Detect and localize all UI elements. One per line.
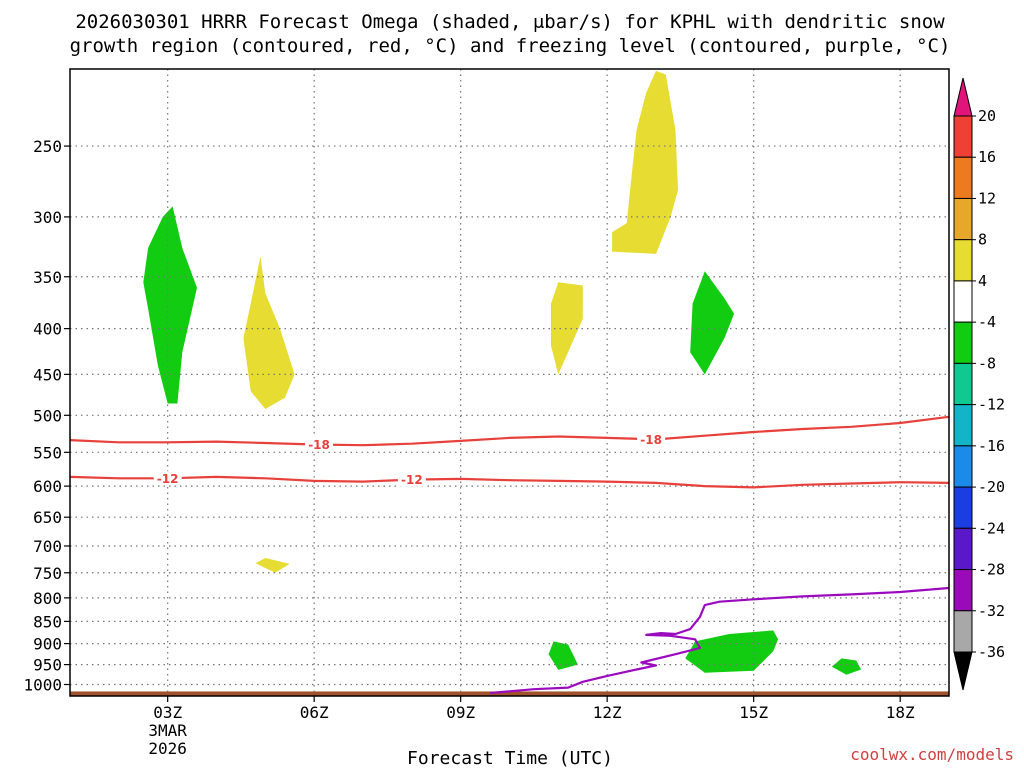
x-tick-label: 03Z <box>153 703 182 722</box>
colorbar-label: 12 <box>978 189 996 207</box>
y-tick-label: 500 <box>33 406 62 425</box>
omega-region-2 <box>255 558 290 573</box>
y-tick-label: 900 <box>33 635 62 654</box>
colorbar-bin-11 <box>953 527 973 571</box>
y-tick-label: 800 <box>33 589 62 608</box>
y-tick-label: 950 <box>33 656 62 675</box>
colorbar-bin-2 <box>953 156 973 199</box>
contour-label-bg <box>153 471 182 486</box>
omega-region-3 <box>551 282 583 375</box>
colorbar-bin-6 <box>953 321 973 364</box>
contour-temperature-0 <box>70 415 949 447</box>
x-tick-label: 18Z <box>886 703 915 722</box>
contour-label: -18 <box>308 438 330 452</box>
plot-frame <box>69 68 950 697</box>
colorbar-label: -36 <box>978 643 1005 661</box>
colorbar-bin-12 <box>953 569 973 612</box>
colorbar-bin-8 <box>953 404 973 447</box>
omega-region-7 <box>685 630 779 673</box>
x-axis-label: Forecast Time (UTC) <box>407 748 613 768</box>
colorbar-legend: 20 16 12 8 4 -4 -8 -12 -16 -20 -24 -28 -32 -36 <box>953 77 1005 691</box>
credit-text: coolwx.com/models <box>850 745 1014 764</box>
colorbar-bin-10 <box>953 486 973 529</box>
colorbar-top-triangle <box>953 77 973 117</box>
y-tick-label: 350 <box>33 268 62 287</box>
contour-label: -12 <box>401 473 423 487</box>
x-tick-sublabel: 3MAR <box>148 721 187 740</box>
chart-title-line1: 2026030301 HRRR Forecast Omega (shaded, … <box>75 11 945 33</box>
x-tick-label: 15Z <box>739 703 768 722</box>
colorbar-bin-1 <box>953 115 973 158</box>
omega-shading-layer <box>143 70 862 675</box>
colorbar-label: 16 <box>978 148 996 166</box>
y-tick-label: 1000 <box>23 676 62 695</box>
contour-label-bg <box>305 437 334 452</box>
colorbar-bin-3 <box>953 197 973 241</box>
omega-region-8 <box>831 658 862 675</box>
colorbar-label: -24 <box>978 519 1005 537</box>
colorbar-label: -28 <box>978 561 1005 579</box>
omega-region-0 <box>143 206 197 404</box>
y-tick-label: 600 <box>33 477 62 496</box>
colorbar-bin-5 <box>953 280 973 323</box>
grid-layer <box>70 69 949 696</box>
contour-label: -12 <box>157 472 179 486</box>
contour-layer: -18 -18 -12 -12 <box>70 415 949 695</box>
omega-region-1 <box>243 256 295 409</box>
x-tick-label: 09Z <box>446 703 475 722</box>
colorbar-label: 4 <box>978 272 987 290</box>
colorbar-label: -20 <box>978 478 1005 496</box>
chart-title-line2: growth region (contoured, red, °C) and f… <box>70 35 951 57</box>
contour-freezing_level-2 <box>489 586 949 695</box>
y-tick-label: 300 <box>33 208 62 227</box>
colorbar-bin-4 <box>953 239 973 282</box>
x-tick-label: 06Z <box>300 703 329 722</box>
colorbar-label: -8 <box>978 354 996 372</box>
colorbar-bin-9 <box>953 445 973 488</box>
contour-label-bg <box>637 432 666 447</box>
y-tick-label: 850 <box>33 612 62 631</box>
colorbar-bin-13 <box>953 610 973 653</box>
contour-label: -18 <box>640 433 662 447</box>
x-tick-sublabel: 2026 <box>148 739 187 758</box>
omega-region-6 <box>548 641 578 670</box>
y-tick-label: 250 <box>33 137 62 156</box>
y-tick-label: 400 <box>33 320 62 339</box>
terrain-layer <box>70 691 949 696</box>
colorbar-bottom-triangle <box>953 651 973 691</box>
colorbar-label: -32 <box>978 602 1005 620</box>
y-tick-label: 700 <box>33 537 62 556</box>
terrain-fill <box>70 691 949 696</box>
y-tick-label: 650 <box>33 508 62 527</box>
colorbar-bin-7 <box>953 362 973 406</box>
y-tick-label: 750 <box>33 564 62 583</box>
contour-label-bg <box>397 472 426 487</box>
colorbar-label: 20 <box>978 107 996 125</box>
x-tick-label: 12Z <box>593 703 622 722</box>
omega-region-5 <box>690 271 735 375</box>
colorbar-label: -16 <box>978 437 1005 455</box>
colorbar-label: -4 <box>978 313 996 331</box>
y-axis: 250 300 350 400 450 500 550 600 650 700 750 800 850 9… <box>23 137 70 695</box>
y-tick-label: 550 <box>33 443 62 462</box>
omega-region-4 <box>612 70 678 254</box>
colorbar-label: -12 <box>978 396 1005 414</box>
contour-temperature-1 <box>70 475 949 489</box>
colorbar-label: 8 <box>978 231 987 249</box>
y-tick-label: 450 <box>33 365 62 384</box>
